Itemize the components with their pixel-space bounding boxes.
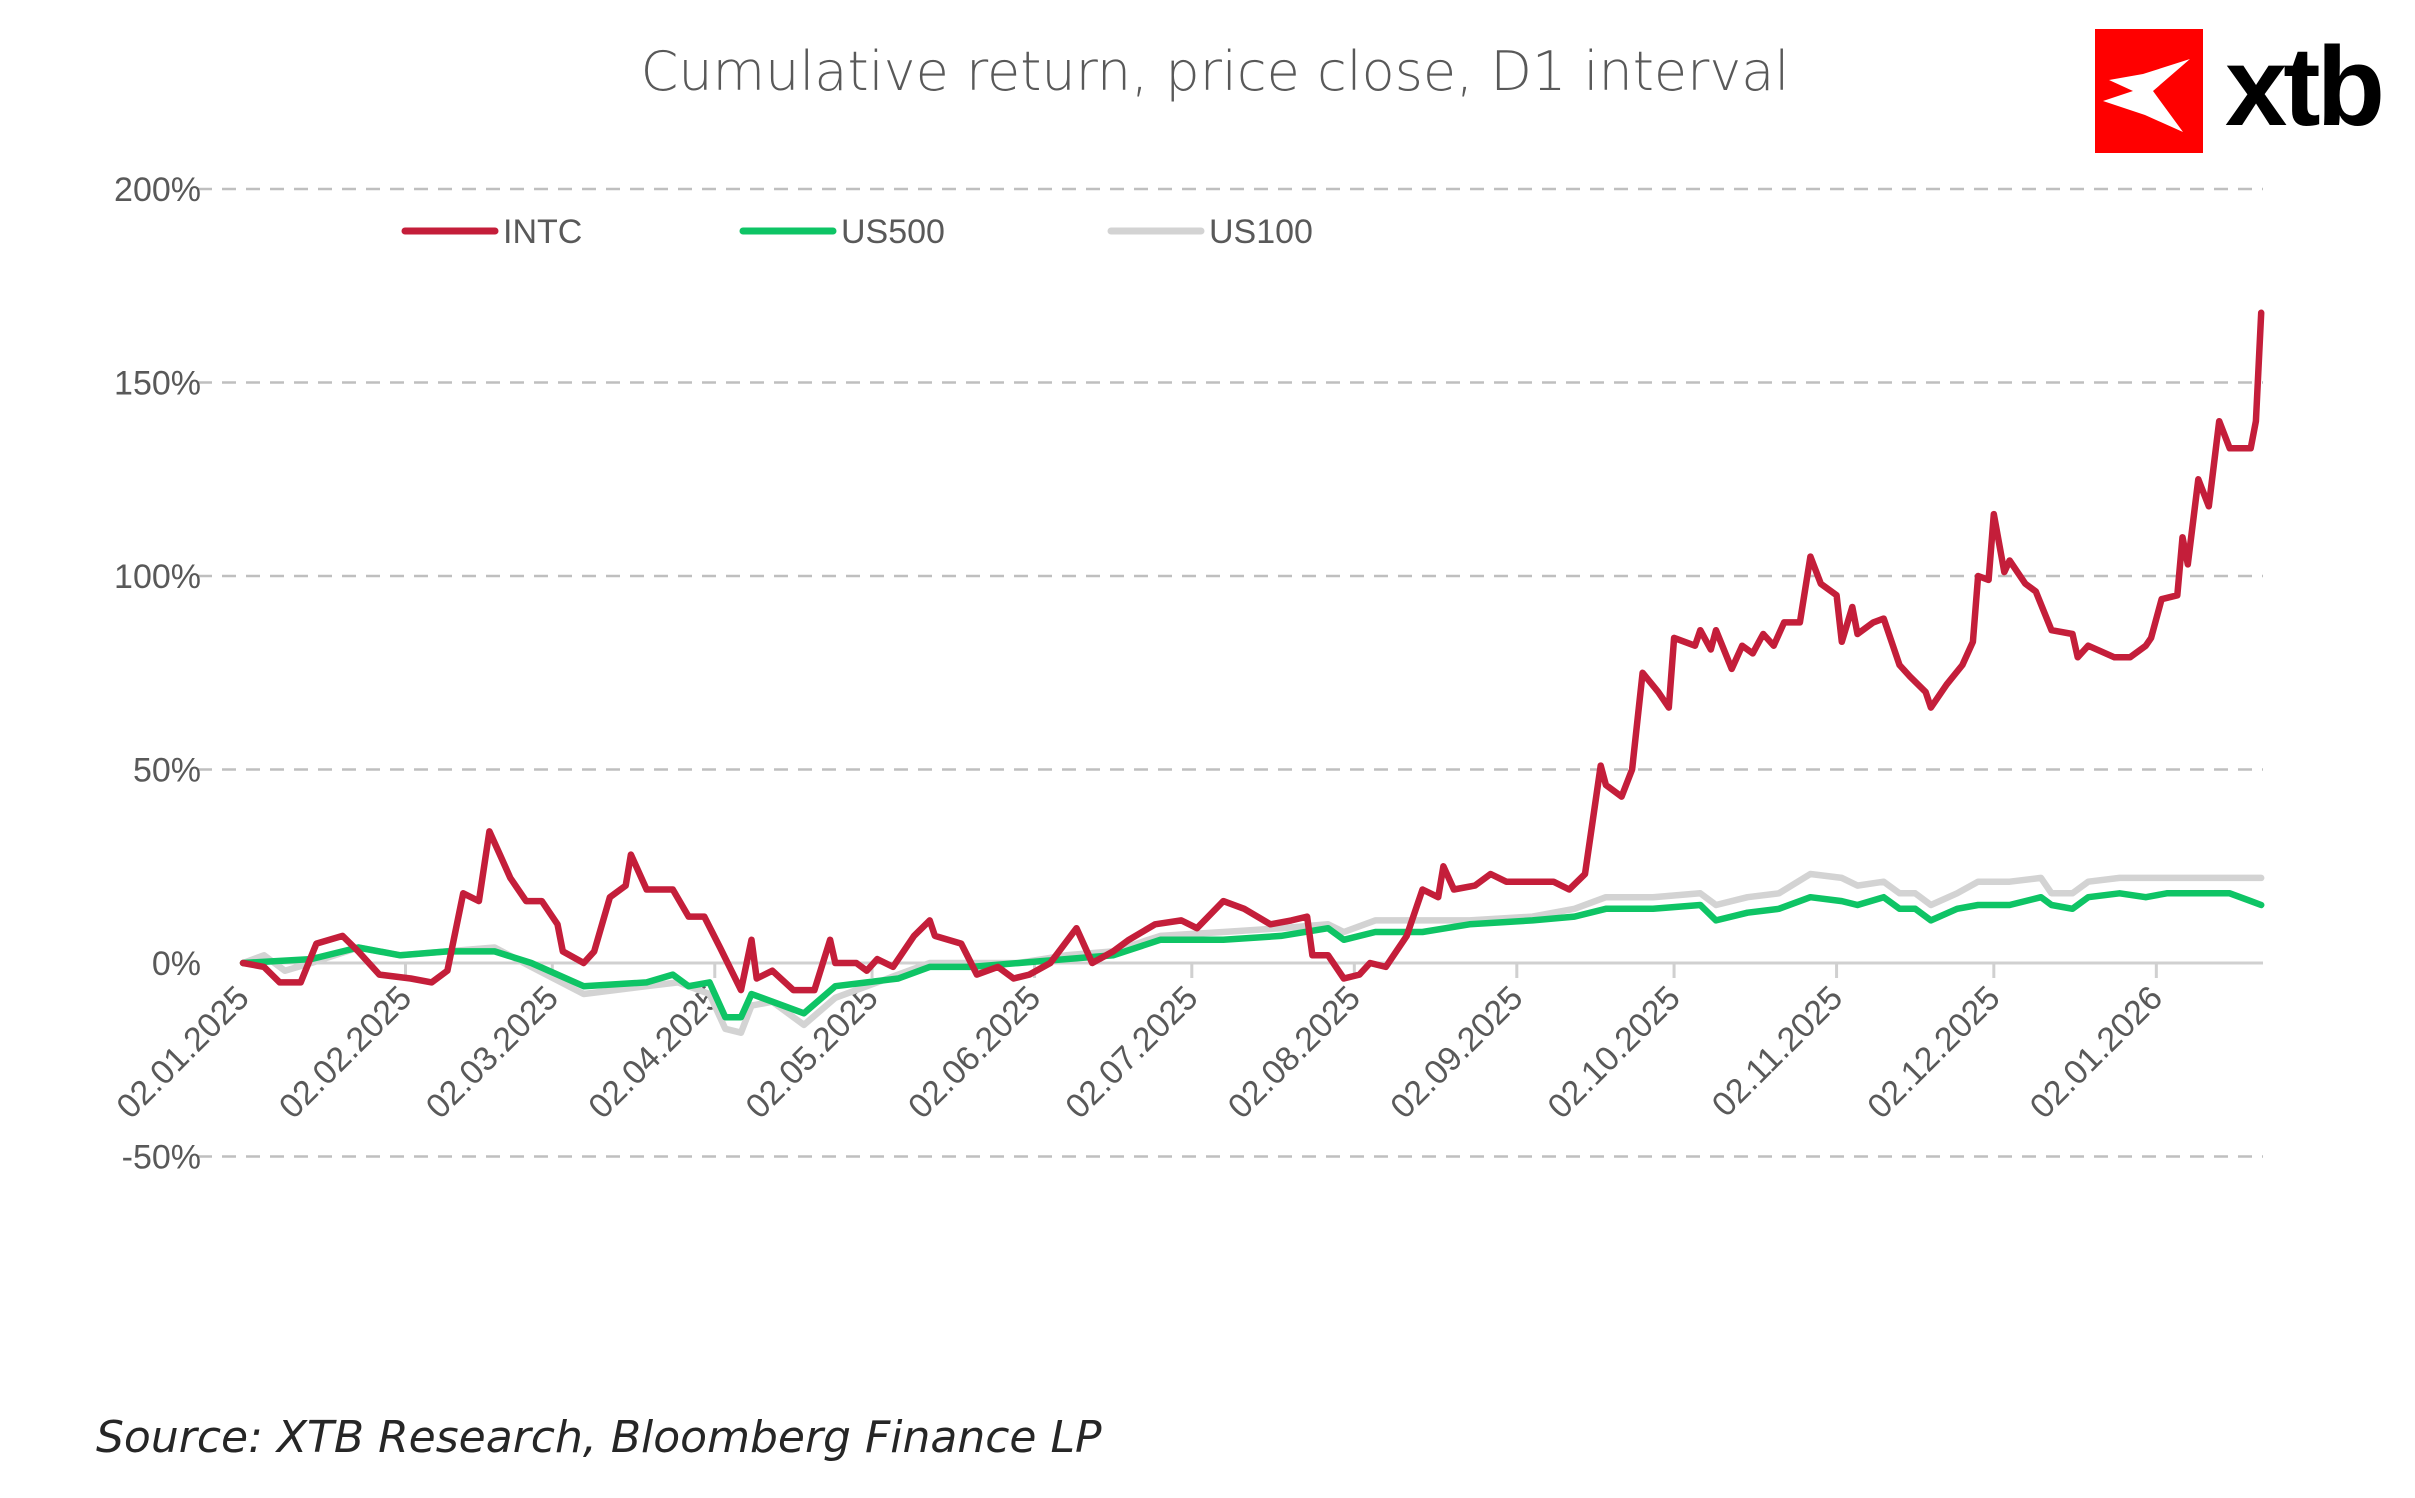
x-tick-label: 02.06.2025 [901,979,1048,1126]
chart-title: Cumulative return, price close, D1 inter… [640,40,1790,103]
series-line-us100 [239,870,2265,1036]
series-line-intc [239,309,2265,994]
logo-x-icon [2095,29,2203,153]
series-line-us500 [239,890,2265,1021]
x-tick-label: 02.03.2025 [419,979,566,1126]
y-tick-label: 200% [114,171,201,209]
legend-label: US500 [841,213,945,251]
x-tick-label: 02.08.2025 [1221,979,1368,1126]
x-tick-label: 02.10.2025 [1541,979,1688,1126]
y-tick-label: 150% [114,365,201,403]
source-note: Source: XTB Research, Bloomberg Finance … [96,1412,1102,1463]
x-tick-label: 02.01.2026 [2023,979,2170,1126]
x-tick-label: 02.09.2025 [1383,979,1530,1126]
x-tick-label: 02.04.2025 [581,979,728,1126]
logo-wordmark: xtb [2225,24,2385,149]
y-tick-label: -50% [122,1139,201,1177]
x-tick-label: 02.01.2025 [109,979,256,1126]
x-tick-label: 02.07.2025 [1058,979,1205,1126]
y-tick-label: 50% [133,752,201,790]
legend-label: US100 [1209,213,1313,251]
x-tick-label: 02.12.2025 [1860,979,2007,1126]
x-tick-label: 02.11.2025 [1705,979,1850,1124]
x-tick-label: 02.02.2025 [272,979,419,1126]
y-tick-label: 100% [114,558,201,596]
y-tick-label: 0% [152,945,201,983]
legend-label: INTC [503,213,582,251]
line-chart: -50% 0% 50% 100% 150% 200% 02.01.2025 02.02.20… [109,171,2265,1177]
